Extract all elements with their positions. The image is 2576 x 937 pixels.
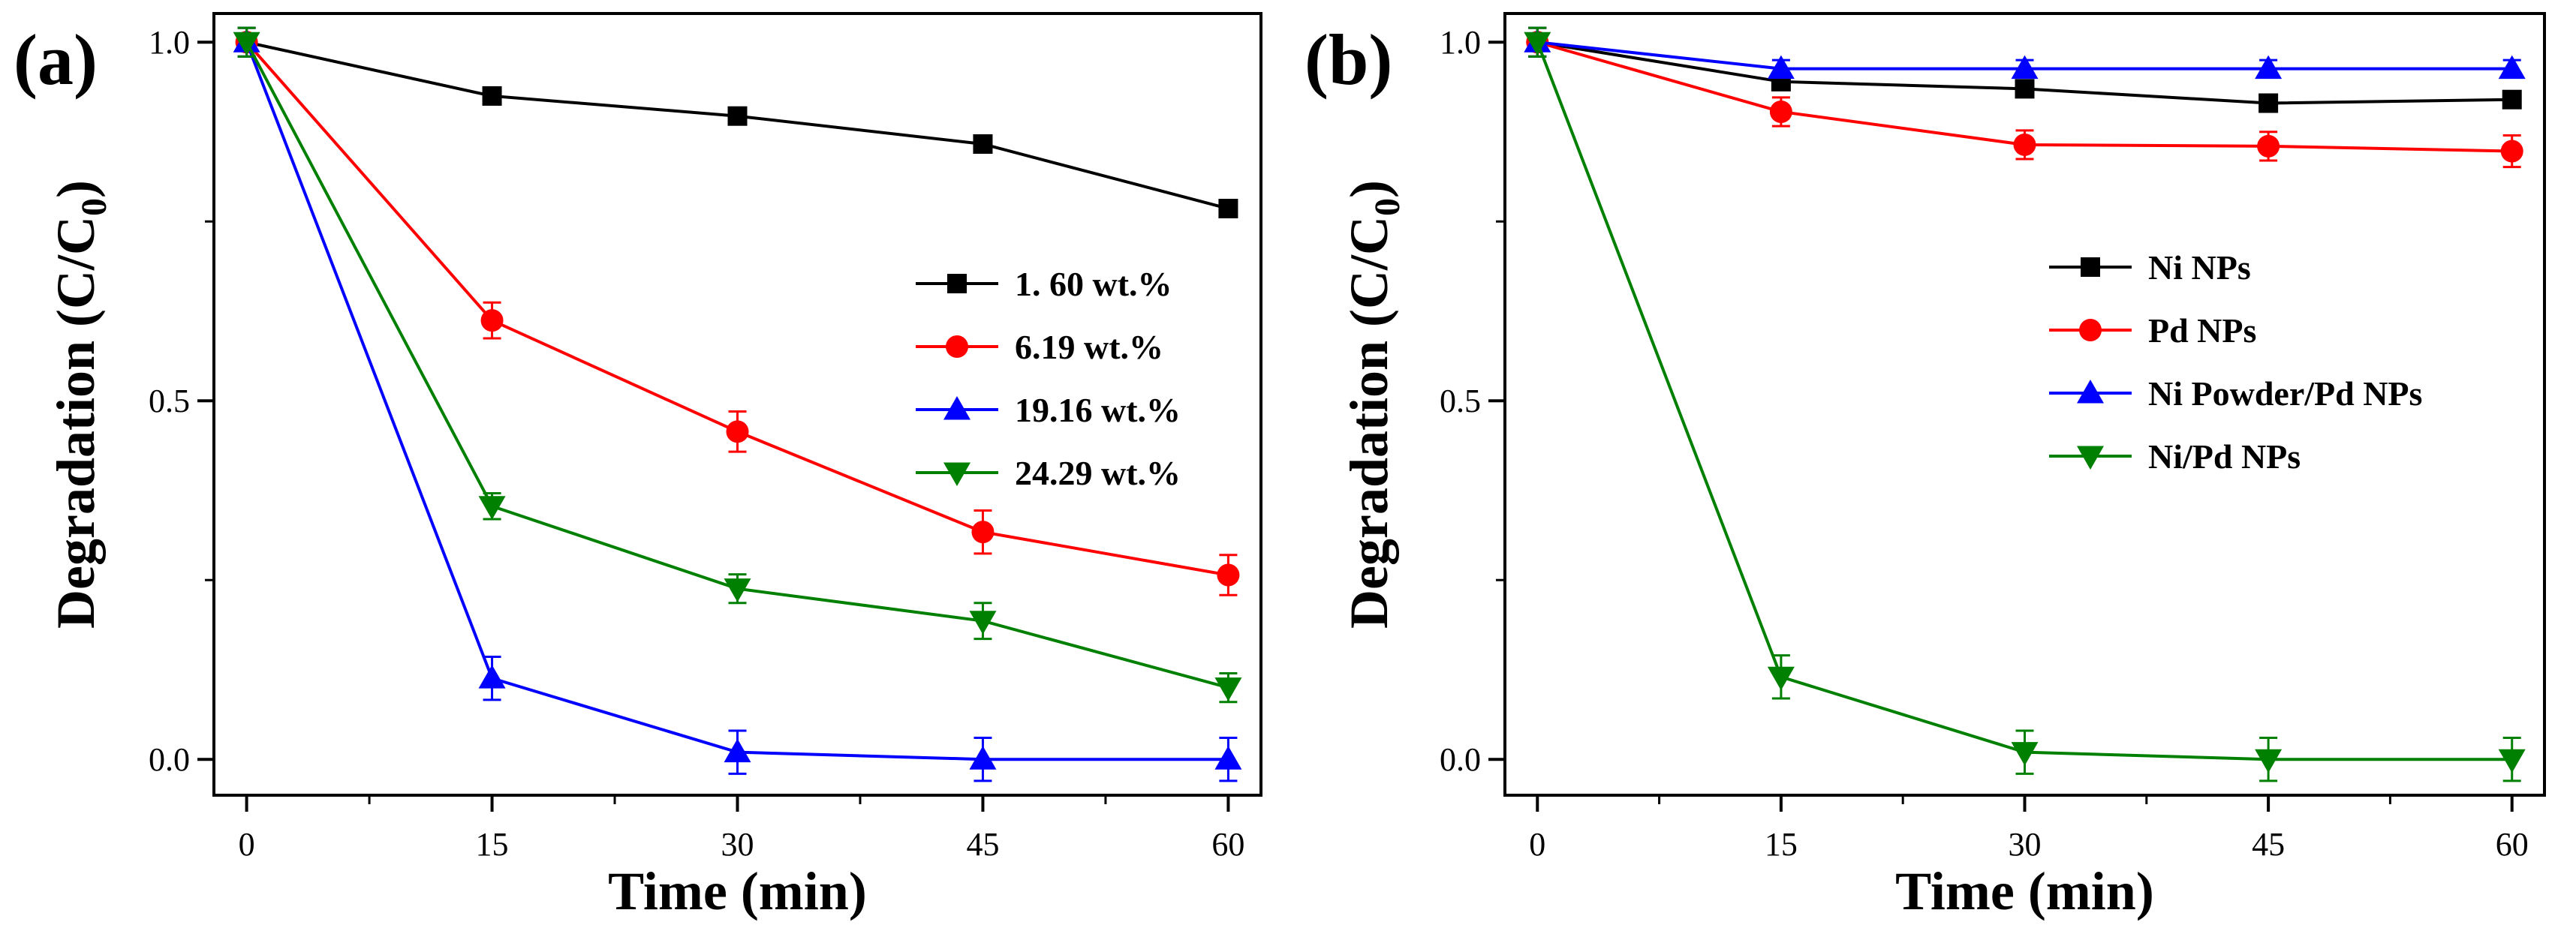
data-point <box>973 134 993 154</box>
data-point <box>2013 133 2036 156</box>
data-point <box>727 106 748 126</box>
series-3 <box>1524 26 2526 782</box>
data-point <box>2498 55 2526 80</box>
x-axis-title: Time (min) <box>1895 861 2154 921</box>
data-point <box>2011 742 2039 766</box>
legend-marker <box>2077 380 2104 404</box>
data-point <box>724 578 751 602</box>
legend-marker <box>943 396 971 420</box>
legend-label: 19.16 wt.% <box>1015 391 1181 429</box>
data-point <box>969 746 997 770</box>
data-point <box>1767 666 1795 691</box>
panel-a: (a) 0 15 30 45 60 0.0 0.5 1.0 Time (min) Degradati… <box>14 12 1262 921</box>
data-point <box>971 521 995 544</box>
data-point <box>2255 55 2283 80</box>
panel-b: (b) 0 15 30 45 60 0.0 0.5 1.0 Time (min) Degradati… <box>1305 12 2546 921</box>
data-point <box>1217 563 1240 587</box>
data-point <box>2015 79 2035 99</box>
legend-label: 6.19 wt.% <box>1015 328 1163 366</box>
x-tick-label: 15 <box>476 826 509 863</box>
series-1 <box>1526 26 2523 169</box>
legend-marker <box>947 274 967 293</box>
legend-label: 1. 60 wt.% <box>1015 265 1172 303</box>
series-2 <box>1524 26 2526 80</box>
x-tick-label: 60 <box>2496 826 2529 863</box>
y-axis-title: Degradation (C/C0) <box>46 180 114 629</box>
x-tick-label: 30 <box>2009 826 2042 863</box>
series-3 <box>233 26 1242 704</box>
legend-label: Ni NPs <box>2148 248 2251 287</box>
legend-marker <box>2081 257 2100 277</box>
legend-label: Ni Powder/Pd NPs <box>2148 374 2422 413</box>
data-point <box>2500 140 2523 163</box>
data-point <box>233 32 260 56</box>
y-tick-label: 0.0 <box>1440 741 1481 778</box>
y-tick-label: 1.0 <box>149 24 190 61</box>
x-tick-label: 0 <box>239 826 255 863</box>
y-tick-label: 0.0 <box>149 741 190 778</box>
legend-marker <box>2079 319 2102 341</box>
data-point <box>1214 746 1242 770</box>
data-point <box>478 496 506 520</box>
y-tick-label: 0.5 <box>1440 383 1481 419</box>
data-point <box>1769 100 1792 123</box>
x-tick-label: 0 <box>1529 826 1545 863</box>
data-point <box>2502 89 2522 110</box>
x-tick-label: 60 <box>1211 826 1244 863</box>
x-tick-label: 45 <box>966 826 999 863</box>
data-point <box>1524 32 1551 56</box>
legend-marker <box>946 335 968 358</box>
y-tick-label: 1.0 <box>1440 24 1481 61</box>
x-tick-label: 45 <box>2252 826 2285 863</box>
x-tick-label: 15 <box>1765 826 1798 863</box>
data-point <box>1214 677 1242 701</box>
data-point <box>480 309 504 332</box>
data-point <box>969 611 997 635</box>
data-point <box>2255 749 2283 773</box>
data-point <box>2498 749 2526 773</box>
data-point <box>724 738 751 763</box>
legend-marker <box>943 462 971 486</box>
panel-label: (b) <box>1305 20 1392 100</box>
x-tick-label: 30 <box>721 826 754 863</box>
data-point <box>482 86 502 106</box>
x-axis-title: Time (min) <box>608 861 867 921</box>
legend-label: Ni/Pd NPs <box>2148 437 2301 476</box>
data-point <box>2257 134 2280 158</box>
panel-label: (a) <box>14 20 98 100</box>
data-point <box>478 665 506 689</box>
data-point <box>1767 55 1795 80</box>
data-point <box>2259 93 2279 113</box>
legend-marker <box>2077 446 2104 470</box>
data-point <box>726 420 749 443</box>
y-axis-title: Degradation (C/C0) <box>1339 180 1407 629</box>
series-0 <box>236 26 1238 219</box>
data-point <box>1218 199 1238 219</box>
data-point <box>2011 55 2039 80</box>
legend-label: Pd NPs <box>2148 311 2256 350</box>
y-tick-label: 0.5 <box>149 383 190 419</box>
legend-label: 24.29 wt.% <box>1015 454 1181 492</box>
